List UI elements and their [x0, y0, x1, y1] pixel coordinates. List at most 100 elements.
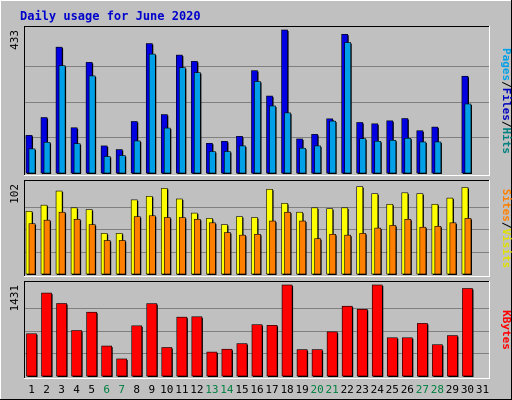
panel-middle: 102 Sites/Visits: [8, 180, 512, 277]
bar-sites-day-18: [284, 211, 291, 275]
bar-kbytes-day-26: [402, 337, 413, 377]
bar-sites-day-16: [254, 233, 261, 275]
bar-sites-day-11: [179, 217, 186, 275]
chart-title: Daily usage for June 2020: [20, 9, 201, 23]
bar-kbytes-day-16: [251, 324, 263, 377]
bar-kbytes-day-9: [146, 303, 158, 377]
x-tick-label-18: 18: [280, 383, 293, 396]
bar-sites-day-22: [344, 234, 352, 275]
legend-label-slash: /: [500, 81, 512, 88]
bar-kbytes-day-25: [386, 337, 398, 377]
bar-sites-day-23: [359, 233, 367, 275]
panel-top-max-label: 433: [8, 30, 21, 50]
x-tick-label-11: 11: [175, 383, 188, 396]
x-tick-label-1: 1: [28, 383, 35, 396]
bar-files-day-19: [299, 147, 306, 174]
legend-label-slash: /: [500, 222, 512, 229]
bar-files-day-28: [434, 141, 442, 174]
legend-label-slash: /: [500, 121, 512, 128]
bar-files-day-15: [239, 145, 246, 174]
x-axis-labels: 1 2 3 4 5 6 7 8 9 10 11 12 13 14 15 16 17 18 19 20 21 22 23 24 2…: [28, 383, 489, 396]
bar-sites-day-5: [88, 224, 96, 275]
x-tick-label-10: 10: [160, 383, 173, 396]
bar-files-day-22: [344, 42, 352, 174]
bar-files-day-11: [179, 67, 186, 174]
bar-files-day-16: [254, 81, 261, 174]
bar-kbytes-day-8: [131, 325, 143, 377]
bar-files-day-23: [359, 138, 367, 174]
bar-sites-day-20: [314, 238, 321, 275]
x-tick-label-12: 12: [190, 383, 203, 396]
bar-sites-day-29: [449, 222, 457, 275]
bar-files-day-25: [389, 140, 397, 174]
bar-kbytes-day-24: [371, 284, 383, 377]
bar-kbytes-day-7: [116, 358, 128, 377]
bar-sites-day-15: [239, 234, 246, 275]
legend-label-sites: Sites: [500, 189, 512, 222]
legend-label-visits: Visits: [500, 229, 512, 269]
bar-kbytes-day-15: [236, 343, 248, 377]
legend-label-pages: Pages: [500, 48, 512, 81]
bar-files-day-5: [88, 75, 96, 174]
bar-sites-day-25: [389, 225, 397, 275]
panel-bottom-bars: [26, 284, 474, 377]
bar-files-day-2: [43, 141, 51, 174]
panel-middle-bars: [25, 186, 472, 275]
bar-sites-day-21: [329, 233, 336, 275]
x-tick-label-13: 13: [205, 383, 218, 396]
bar-sites-day-10: [163, 217, 171, 275]
bar-sites-day-13: [209, 222, 216, 275]
x-tick-label-30: 30: [461, 383, 474, 396]
bar-files-day-9: [148, 53, 156, 174]
bar-files-day-26: [404, 138, 412, 174]
x-tick-label-23: 23: [356, 383, 369, 396]
bar-sites-day-7: [118, 240, 126, 275]
panel-bottom-legend: KBytes: [500, 310, 512, 350]
x-tick-label-26: 26: [401, 383, 414, 396]
x-tick-label-15: 15: [235, 383, 248, 396]
legend-label-kbytes: KBytes: [500, 310, 512, 350]
x-tick-label-29: 29: [446, 383, 459, 396]
bar-kbytes-day-5: [86, 311, 97, 377]
bar-sites-day-27: [419, 226, 427, 275]
legend-label-files: Files: [500, 88, 512, 121]
panel-middle-legend: Sites/Visits: [500, 189, 512, 269]
bar-kbytes-day-13: [206, 351, 218, 377]
x-tick-label-9: 9: [148, 383, 155, 396]
bar-kbytes-day-1: [26, 333, 37, 377]
bar-files-day-10: [163, 127, 171, 174]
bar-files-day-27: [419, 141, 427, 174]
bar-files-day-17: [269, 105, 276, 174]
bar-files-day-4: [73, 143, 81, 174]
x-tick-label-25: 25: [386, 383, 399, 396]
bar-kbytes-day-4: [71, 330, 82, 377]
x-tick-label-8: 8: [133, 383, 140, 396]
legend-label-hits: Hits: [500, 128, 512, 155]
bar-files-day-6: [103, 156, 111, 174]
bar-sites-day-24: [374, 227, 382, 275]
bar-kbytes-day-6: [101, 345, 112, 377]
x-tick-label-7: 7: [118, 383, 125, 396]
bar-kbytes-day-10: [161, 347, 173, 377]
bar-files-day-18: [284, 112, 291, 174]
x-tick-label-14: 14: [220, 383, 234, 396]
bar-files-day-8: [133, 140, 141, 174]
bar-kbytes-day-23: [356, 308, 368, 377]
bar-sites-day-28: [434, 226, 442, 275]
bar-kbytes-day-12: [191, 316, 203, 377]
bar-sites-day-9: [148, 215, 156, 275]
bar-kbytes-day-29: [447, 335, 458, 377]
bar-sites-day-17: [269, 220, 276, 275]
bar-kbytes-day-28: [432, 344, 443, 377]
bar-kbytes-day-22: [341, 305, 353, 377]
x-tick-label-28: 28: [431, 383, 444, 396]
bar-files-day-20: [314, 145, 321, 174]
bar-kbytes-day-14: [221, 348, 233, 377]
x-tick-label-21: 21: [326, 383, 339, 396]
bar-kbytes-day-20: [311, 349, 323, 377]
bar-sites-day-8: [133, 216, 141, 275]
